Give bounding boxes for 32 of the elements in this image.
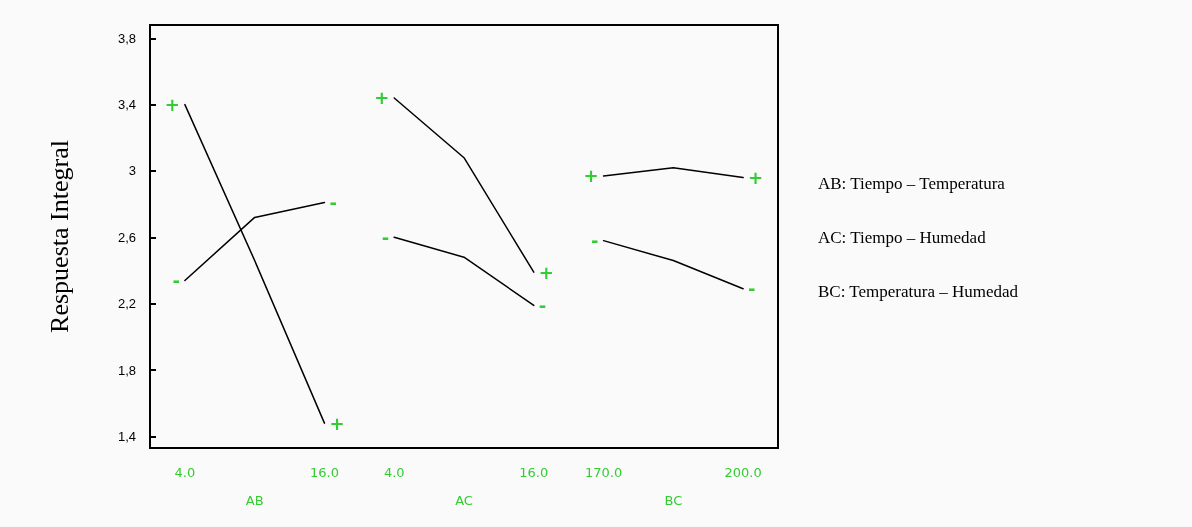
series-label: - (172, 269, 180, 291)
text: - (538, 294, 547, 316)
text: BC (664, 492, 683, 508)
y-tick-label: 1,4 (117, 428, 136, 444)
text: AB (245, 492, 264, 508)
x-tick-label: 200.0 (724, 465, 762, 480)
text: - (329, 191, 337, 213)
y-axis-title: Respuesta Integral (44, 140, 74, 333)
series-label: + (583, 165, 599, 187)
y-tick-label: 3,4 (117, 97, 136, 113)
text: BC: Temperatura – Humedad (818, 281, 1019, 301)
text: - (748, 278, 756, 300)
x-tick-label: 16.0 (519, 465, 549, 480)
text: AC: Tiempo – Humedad (818, 227, 987, 247)
text: + (329, 412, 345, 434)
series-label: - (381, 226, 390, 248)
series-label: + (374, 87, 390, 109)
x-tick-label: 4.0 (174, 465, 196, 480)
y-tick-label: 1,8 (117, 362, 136, 378)
y-tick-label: 2,6 (117, 229, 136, 245)
text: + (748, 167, 764, 189)
x-tick-label: 170.0 (584, 465, 623, 480)
text: AB: Tiempo – Temperatura (818, 173, 1006, 193)
y-tick-label: 3 (128, 163, 136, 179)
y-tick-label: 3,8 (117, 30, 136, 46)
series-label: - (591, 230, 599, 252)
series-label: + (164, 94, 180, 116)
x-tick-label: 16.0 (309, 465, 339, 480)
text: AC (455, 492, 473, 508)
x-tick-label: 4.0 (383, 465, 405, 480)
text: + (538, 261, 554, 283)
y-tick-label: 2,2 (117, 296, 136, 312)
